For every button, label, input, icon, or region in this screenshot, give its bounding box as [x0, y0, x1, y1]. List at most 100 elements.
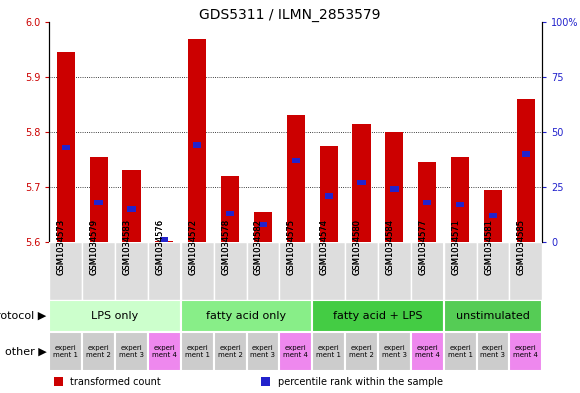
Bar: [82, 242, 115, 300]
Text: GSM1034574: GSM1034574: [320, 219, 329, 275]
Bar: [451, 157, 469, 242]
Text: GSM1034580: GSM1034580: [353, 219, 361, 275]
Text: GSM1034582: GSM1034582: [254, 219, 263, 275]
Text: GSM1034583: GSM1034583: [122, 219, 132, 275]
Bar: [444, 242, 477, 300]
Text: GSM1034576: GSM1034576: [155, 219, 164, 275]
Text: GSM1034578: GSM1034578: [221, 219, 230, 275]
Bar: [509, 332, 542, 371]
Bar: [320, 146, 338, 242]
Text: experi
ment 3: experi ment 3: [382, 345, 407, 358]
Text: GSM1034583: GSM1034583: [122, 219, 132, 275]
Bar: [188, 39, 206, 242]
Bar: [155, 241, 173, 242]
Bar: [378, 242, 411, 300]
Text: other ▶: other ▶: [5, 347, 46, 356]
Text: GSM1034579: GSM1034579: [89, 219, 99, 275]
Text: experi
ment 1: experi ment 1: [53, 345, 78, 358]
Bar: [280, 242, 312, 300]
Text: GSM1034572: GSM1034572: [188, 219, 197, 275]
Bar: [489, 213, 497, 219]
Bar: [57, 52, 75, 242]
Bar: [261, 376, 270, 386]
Text: GSM1034573: GSM1034573: [57, 219, 66, 275]
Bar: [484, 190, 502, 242]
Bar: [444, 332, 477, 371]
Bar: [509, 242, 542, 300]
Bar: [193, 142, 201, 148]
Text: protocol ▶: protocol ▶: [0, 311, 46, 321]
Bar: [254, 212, 272, 242]
Bar: [312, 332, 345, 371]
Bar: [181, 242, 213, 300]
Text: GSM1034582: GSM1034582: [254, 219, 263, 275]
Text: experi
ment 4: experi ment 4: [415, 345, 440, 358]
Text: GSM1034580: GSM1034580: [353, 219, 361, 275]
Text: GSM1034571: GSM1034571: [451, 219, 460, 275]
Bar: [122, 171, 140, 242]
Text: experi
ment 1: experi ment 1: [316, 345, 341, 358]
Text: experi
ment 3: experi ment 3: [480, 345, 506, 358]
Text: transformed count: transformed count: [71, 377, 161, 387]
Bar: [411, 242, 444, 300]
Bar: [128, 206, 136, 212]
Text: experi
ment 2: experi ment 2: [218, 345, 242, 358]
Bar: [477, 332, 509, 371]
Text: unstimulated: unstimulated: [456, 311, 530, 321]
Bar: [89, 157, 108, 242]
Bar: [456, 202, 464, 208]
Bar: [345, 332, 378, 371]
Bar: [148, 242, 181, 300]
Bar: [385, 132, 404, 242]
Text: experi
ment 3: experi ment 3: [251, 345, 276, 358]
Text: experi
ment 2: experi ment 2: [349, 345, 374, 358]
Text: experi
ment 2: experi ment 2: [86, 345, 111, 358]
Bar: [181, 332, 213, 371]
Bar: [115, 332, 148, 371]
Text: GSM1034579: GSM1034579: [89, 219, 99, 275]
Bar: [82, 332, 115, 371]
Bar: [61, 145, 70, 150]
Text: GDS5311 / ILMN_2853579: GDS5311 / ILMN_2853579: [200, 8, 380, 22]
Text: experi
ment 4: experi ment 4: [284, 345, 308, 358]
Bar: [411, 332, 444, 371]
Bar: [213, 242, 246, 300]
Text: experi
ment 1: experi ment 1: [184, 345, 210, 358]
Text: GSM1034573: GSM1034573: [57, 219, 66, 275]
Bar: [423, 200, 432, 205]
Bar: [477, 242, 509, 300]
Bar: [95, 200, 103, 205]
Bar: [49, 242, 82, 300]
Bar: [49, 332, 82, 371]
Bar: [353, 124, 371, 242]
Bar: [115, 242, 148, 300]
Bar: [55, 376, 63, 386]
Bar: [226, 211, 234, 216]
Text: GSM1034575: GSM1034575: [287, 219, 296, 275]
Text: GSM1034584: GSM1034584: [385, 219, 394, 275]
Bar: [325, 193, 333, 198]
Text: GSM1034577: GSM1034577: [418, 219, 427, 275]
Bar: [148, 332, 181, 371]
Text: GSM1034585: GSM1034585: [517, 219, 526, 275]
Text: GSM1034577: GSM1034577: [418, 219, 427, 275]
Text: GSM1034576: GSM1034576: [155, 219, 164, 275]
Bar: [522, 151, 530, 157]
Text: GSM1034585: GSM1034585: [517, 219, 526, 275]
Bar: [390, 186, 398, 192]
Text: GSM1034571: GSM1034571: [451, 219, 460, 275]
Text: percentile rank within the sample: percentile rank within the sample: [278, 377, 443, 387]
Bar: [246, 242, 280, 300]
Bar: [444, 300, 542, 332]
Text: experi
ment 4: experi ment 4: [152, 345, 177, 358]
Bar: [160, 237, 168, 242]
Text: fatty acid + LPS: fatty acid + LPS: [334, 311, 423, 321]
Text: GSM1034581: GSM1034581: [484, 219, 493, 275]
Bar: [357, 180, 365, 185]
Bar: [312, 242, 345, 300]
Text: experi
ment 1: experi ment 1: [448, 345, 473, 358]
Text: fatty acid only: fatty acid only: [206, 311, 287, 321]
Bar: [221, 176, 239, 242]
Bar: [292, 158, 300, 163]
Text: experi
ment 4: experi ment 4: [513, 345, 538, 358]
